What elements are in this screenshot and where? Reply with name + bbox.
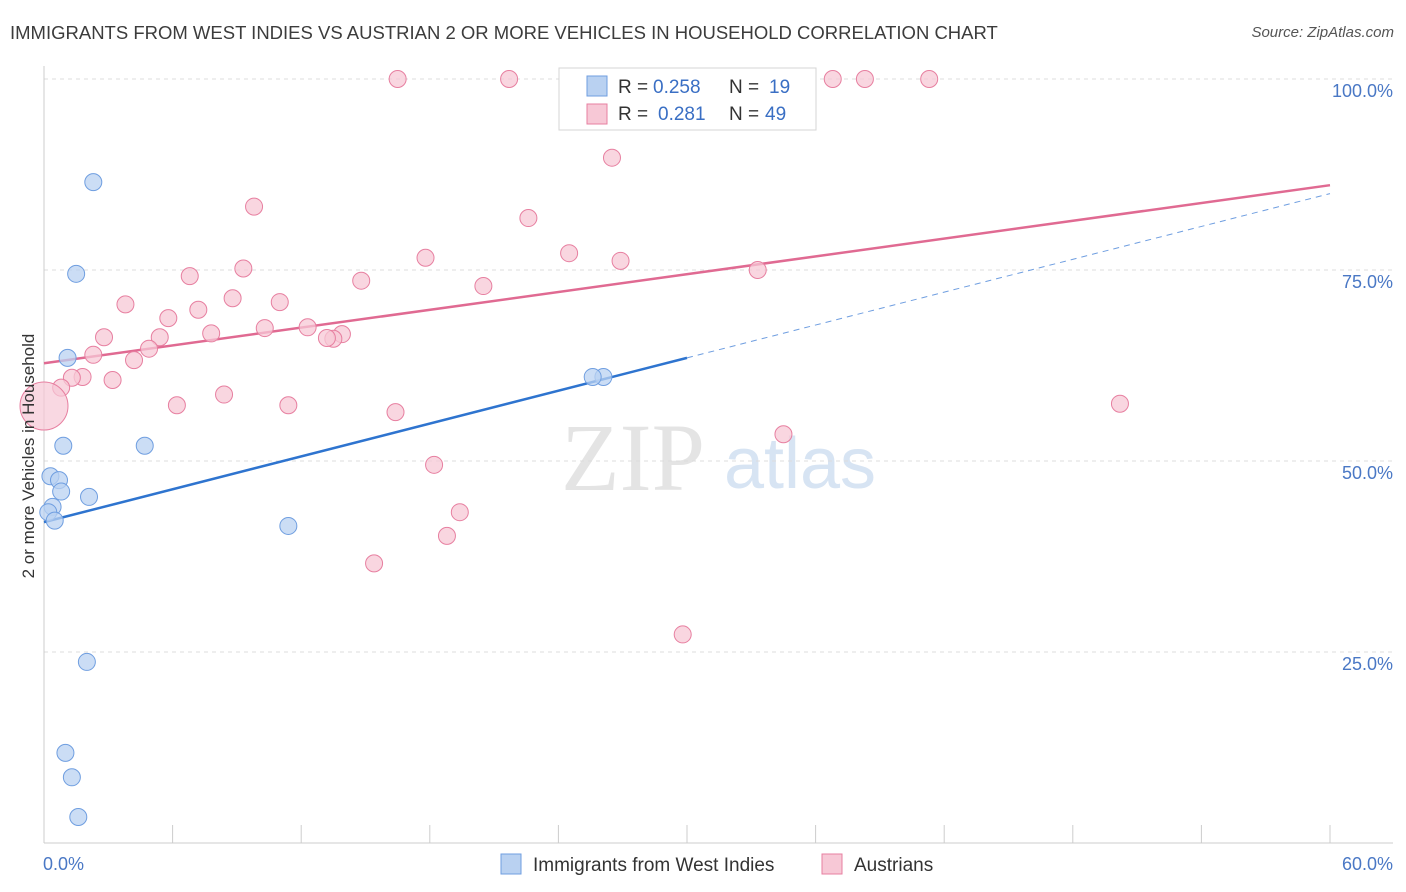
point-west-indies-6 [135,436,154,455]
legend-r-value-1: 0.258 [653,77,701,98]
point-west-indies-4 [583,367,602,386]
point-austrians-4 [855,70,874,88]
legend-bottom-label-austrians: Austrians [854,855,933,876]
point-austrians-10 [416,248,435,267]
point-austrians-41 [279,396,298,415]
point-austrians-6 [602,148,621,167]
y-tick-label-25: 25.0% [1342,654,1393,674]
source-note: Source: ZipAtlas.com [1251,24,1394,41]
point-austrians-29 [150,328,169,347]
x-tick-max: 60.0% [1342,854,1393,874]
legend-n-label-1: N = [729,77,759,98]
legend-bottom: Immigrants from West Indies Austrians [500,853,933,876]
point-west-indies-18 [69,808,88,827]
point-austrians-21 [159,309,178,328]
y-axis-label: 2 or more Vehicles in Household [19,334,38,579]
point-austrians-23 [298,318,317,337]
point-austrians-48 [673,625,692,644]
legend-bottom-swatch-austrians [821,853,843,875]
trend-extension-west-indies [686,193,1331,359]
point-austrians-14 [180,267,199,286]
watermark-zip: ZIP [561,404,705,511]
point-austrians-19 [116,295,135,314]
legend-n-value-2: 49 [765,104,786,125]
axes [43,66,1393,844]
y-tick-label-50: 50.0% [1342,463,1393,483]
point-austrians-3 [823,70,842,88]
point-austrians-9 [560,244,579,263]
grid-lines [44,78,1393,653]
point-austrians-16 [474,277,493,296]
point-austrians-20 [189,300,208,319]
legend-bottom-label-west-indies: Immigrants from West Indies [533,855,774,876]
point-austrians-12 [234,259,253,278]
point-austrians-44 [425,455,444,474]
point-austrians-18 [270,293,289,312]
point-austrians-40 [167,396,186,415]
point-austrians-7 [245,197,264,216]
point-austrians-32 [125,351,144,370]
point-austrians-27 [317,328,336,347]
point-austrians-45 [450,503,469,522]
y-tick-labels: 25.0% 50.0% 75.0% 100.0% [1332,81,1393,674]
point-west-indies-15 [77,652,96,671]
point-austrians-1 [500,70,519,88]
legend-swatch-austrians [586,103,608,125]
point-austrians-8 [519,209,538,228]
watermark-atlas: atlas [724,424,876,504]
point-west-indies-13 [45,511,64,530]
legend-n-label-2: N = [729,104,759,125]
point-austrians-39 [1110,394,1129,413]
chart-title: IMMIGRANTS FROM WEST INDIES VS AUSTRIAN … [10,22,998,43]
point-austrians-15 [352,271,371,290]
point-austrians-24 [202,324,221,343]
point-west-indies-14 [279,516,298,535]
point-west-indies-10 [80,487,99,506]
legend-swatch-west-indies [586,75,608,97]
point-west-indies-2 [58,348,77,367]
point-austrians-46 [437,526,456,545]
point-austrians-22 [255,319,274,338]
point-west-indies-17 [62,768,81,787]
legend-r-label-2: R = [618,104,648,125]
point-west-indies-16 [56,743,75,762]
point-austrians-28 [95,328,114,347]
point-austrians-17 [223,289,242,308]
legend-n-value-1: 19 [769,77,790,98]
data-points [19,70,1129,827]
point-austrians-31 [84,345,103,364]
legend-r-value-2: 0.281 [658,104,706,125]
point-west-indies-5 [54,436,73,455]
point-austrians-5 [920,70,939,88]
point-austrians-34 [103,371,122,390]
y-tick-label-100: 100.0% [1332,81,1393,101]
trend-line-west-indies [43,356,688,524]
point-austrians-11 [611,251,630,270]
point-west-indies-9 [52,482,71,501]
point-austrians-37 [19,381,69,431]
point-austrians-30 [140,339,159,358]
y-tick-label-75: 75.0% [1342,272,1393,292]
point-austrians-42 [386,403,405,422]
point-austrians-38 [215,385,234,404]
point-austrians-47 [365,554,384,573]
x-tick-min: 0.0% [43,854,84,874]
point-austrians-43 [774,425,793,444]
point-austrians-13 [748,261,767,279]
point-west-indies-0 [84,173,103,192]
point-west-indies-1 [67,264,86,283]
point-austrians-0 [388,70,407,88]
legend-r-label-1: R = [618,77,648,98]
legend-bottom-swatch-west-indies [500,853,522,875]
legend-top: R = 0.258 N = 19 R = 0.281 N = 49 [558,67,817,131]
